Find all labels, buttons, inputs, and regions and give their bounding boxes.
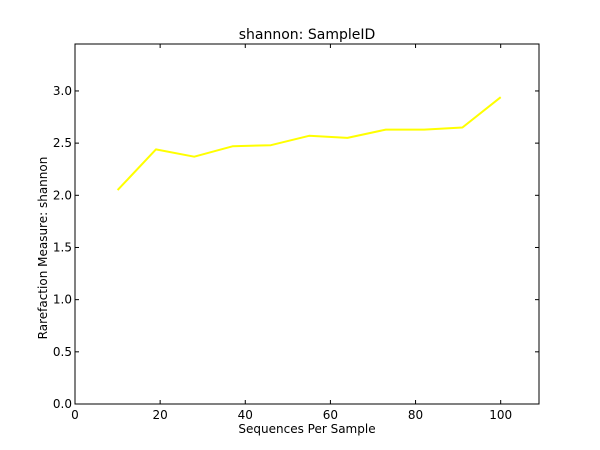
x-tick-label: 80: [408, 408, 423, 422]
chart-title: shannon: SampleID: [239, 27, 376, 43]
y-axis-label: Rarefaction Measure: shannon: [36, 157, 50, 340]
y-tick-label: 0.5: [53, 345, 72, 359]
x-tick-label: 40: [238, 408, 253, 422]
x-tick-label: 60: [323, 408, 338, 422]
y-tick-label: 2.5: [53, 136, 72, 150]
plot-area: [74, 43, 540, 405]
x-axis: 0 20 40 60 80 100: [71, 44, 512, 422]
y-tick-label: 3.0: [53, 84, 72, 98]
series-layer: [116, 96, 502, 191]
y-tick-label: 2.0: [53, 188, 72, 202]
x-axis-label: Sequences Per Sample: [238, 422, 375, 436]
x-tick-label: 100: [489, 408, 512, 422]
x-tick-label: 20: [152, 408, 167, 422]
y-tick-label: 1.5: [53, 240, 72, 254]
y-axis: 0.0 0.5 1.0 1.5 2.0 2.5 3.0: [53, 84, 539, 411]
x-tick-label: 0: [71, 408, 79, 422]
y-tick-label: 0.0: [53, 397, 72, 411]
series-line: [116, 96, 502, 191]
y-tick-label: 1.0: [53, 293, 72, 307]
